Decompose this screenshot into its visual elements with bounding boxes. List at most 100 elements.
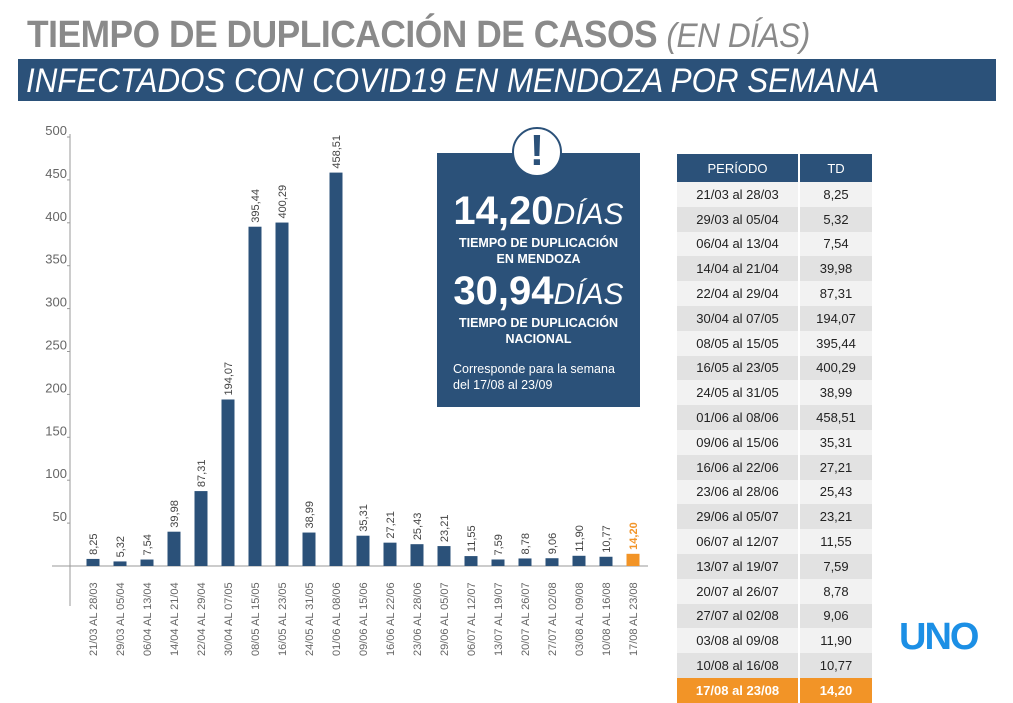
x-tick-label: 29/06 AL 05/07 [439, 582, 451, 656]
y-tick-label: 350 [45, 252, 67, 267]
y-tick-label: 250 [45, 338, 67, 353]
nacional-label-1: TIEMPO DE DUPLICACIÓN [458, 316, 619, 330]
bar [572, 555, 586, 566]
data-label: 194,07 [223, 362, 235, 396]
x-tick-label: 16/06 AL 22/06 [385, 582, 397, 656]
period-cell: 06/07 al 12/07 [677, 529, 798, 554]
data-label: 7,54 [142, 534, 154, 555]
td-cell: 8,78 [800, 578, 872, 604]
table-row: 29/03 al 05/04 5,32 [677, 206, 872, 232]
header-td: TD [800, 154, 872, 182]
period-cell: 24/05 al 31/05 [677, 380, 798, 406]
period-cell: 16/06 al 22/06 [677, 454, 798, 480]
table-row: 10/08 al 16/08 10,77 [677, 653, 872, 678]
exclamation-icon: ! [512, 126, 562, 177]
data-label: 9,06 [547, 533, 559, 554]
data-label: 87,31 [196, 460, 208, 488]
title-main: TIEMPO DE DUPLICACIÓN DE CASOS [27, 14, 658, 56]
table-row: 01/06 al 08/06 458,51 [677, 405, 872, 430]
bar [464, 556, 478, 566]
data-label: 10,77 [601, 525, 613, 553]
period-cell: 17/08 al 23/08 [677, 677, 798, 703]
data-label: 14,20 [628, 522, 640, 550]
td-cell: 10,77 [800, 653, 872, 678]
td-cell: 400,29 [800, 355, 872, 381]
y-tick-label: 300 [45, 295, 67, 310]
table-row: 16/05 al 23/05 400,29 [677, 355, 872, 381]
uno-logo: UNO [899, 616, 979, 658]
bar [545, 558, 559, 566]
table-row: 06/07 al 12/07 11,55 [677, 529, 872, 554]
x-tick-label: 21/03 AL 28/03 [88, 582, 100, 656]
mendoza-number: 14,20 [453, 189, 554, 233]
period-cell: 21/03 al 28/03 [677, 182, 798, 207]
mendoza-unit: DÍAS [553, 198, 624, 231]
y-tick-label: 500 [45, 123, 67, 138]
td-cell: 87,31 [800, 281, 872, 306]
bar [356, 535, 370, 566]
data-label: 11,90 [574, 525, 586, 552]
td-cell: 395,44 [800, 330, 872, 356]
td-cell: 194,07 [800, 305, 872, 331]
x-tick-label: 20/07 AL 26/07 [520, 582, 532, 656]
mendoza-label-2: EN MENDOZA [496, 252, 581, 266]
td-cell: 11,90 [800, 628, 872, 654]
mendoza-value: 14,20DÍAS [437, 191, 640, 235]
period-cell: 09/06 al 15/06 [677, 429, 798, 455]
x-tick-label: 06/04 AL 13/04 [142, 582, 154, 656]
note-line-1: Corresponde para la semana [453, 362, 615, 376]
nacional-number: 30,94 [453, 269, 554, 313]
td-cell: 9,06 [800, 603, 872, 629]
bar [437, 546, 451, 566]
y-tick-label: 450 [45, 166, 67, 181]
table-row: 24/05 al 31/05 38,99 [677, 380, 872, 406]
data-label: 38,99 [304, 501, 316, 529]
table-row: 14/04 al 21/04 39,98 [677, 256, 872, 282]
bar [491, 559, 505, 566]
table-row: 03/08 al 09/08 11,90 [677, 628, 872, 654]
period-cell: 03/08 al 09/08 [677, 628, 798, 654]
table-row: 21/03 al 28/03 8,25 [677, 182, 872, 207]
table-row: 17/08 al 23/08 14,20 [677, 677, 872, 703]
bar [626, 553, 640, 566]
x-tick-label: 22/04 AL 29/04 [196, 582, 208, 656]
x-tick-label: 24/05 AL 31/05 [304, 582, 316, 656]
data-label: 395,44 [250, 189, 262, 223]
data-label: 400,29 [277, 185, 289, 219]
data-label: 25,43 [412, 513, 424, 541]
period-cell: 29/03 al 05/04 [677, 206, 798, 232]
subtitle: INFECTADOS CON COVID19 EN MENDOZA POR SE… [26, 62, 880, 100]
x-tick-label: 01/06 AL 08/06 [331, 582, 343, 656]
title-suffix: (EN DÍAS) [666, 17, 810, 55]
x-tick-label: 13/07 AL 19/07 [493, 582, 505, 656]
data-label: 23,21 [439, 515, 451, 543]
y-tick-label: 100 [45, 466, 67, 481]
period-cell: 10/08 al 16/08 [677, 653, 798, 678]
nacional-label-2: NACIONAL [505, 332, 572, 346]
data-table: PERÍODO TD 21/03 al 28/03 8,25 29/03 al 05… [675, 154, 874, 703]
mendoza-label-1: TIEMPO DE DUPLICACIÓN [458, 236, 619, 250]
y-tick-label: 50 [53, 509, 67, 524]
table-row: 16/06 al 22/06 27,21 [677, 454, 872, 480]
x-tick-label: 08/05 AL 15/05 [250, 582, 262, 656]
bar [599, 556, 613, 566]
td-cell: 7,59 [800, 553, 872, 579]
bar [302, 532, 316, 566]
x-tick-label: 10/08 AL 16/08 [601, 582, 613, 656]
td-cell: 38,99 [800, 380, 872, 406]
period-cell: 01/06 al 08/06 [677, 405, 798, 430]
td-cell: 23,21 [800, 504, 872, 530]
period-cell: 08/05 al 15/05 [677, 330, 798, 356]
x-tick-label: 23/06 AL 28/06 [412, 582, 424, 656]
period-cell: 22/04 al 29/04 [677, 281, 798, 306]
td-cell: 7,54 [800, 231, 872, 257]
period-cell: 06/04 al 13/04 [677, 231, 798, 257]
bar [194, 491, 208, 566]
data-label: 8,78 [520, 533, 532, 554]
td-cell: 5,32 [800, 206, 872, 232]
x-tick-label: 03/08 AL 09/08 [574, 582, 586, 656]
bar [248, 226, 262, 567]
bar [329, 172, 343, 566]
bar [86, 558, 100, 566]
bar [383, 542, 397, 566]
